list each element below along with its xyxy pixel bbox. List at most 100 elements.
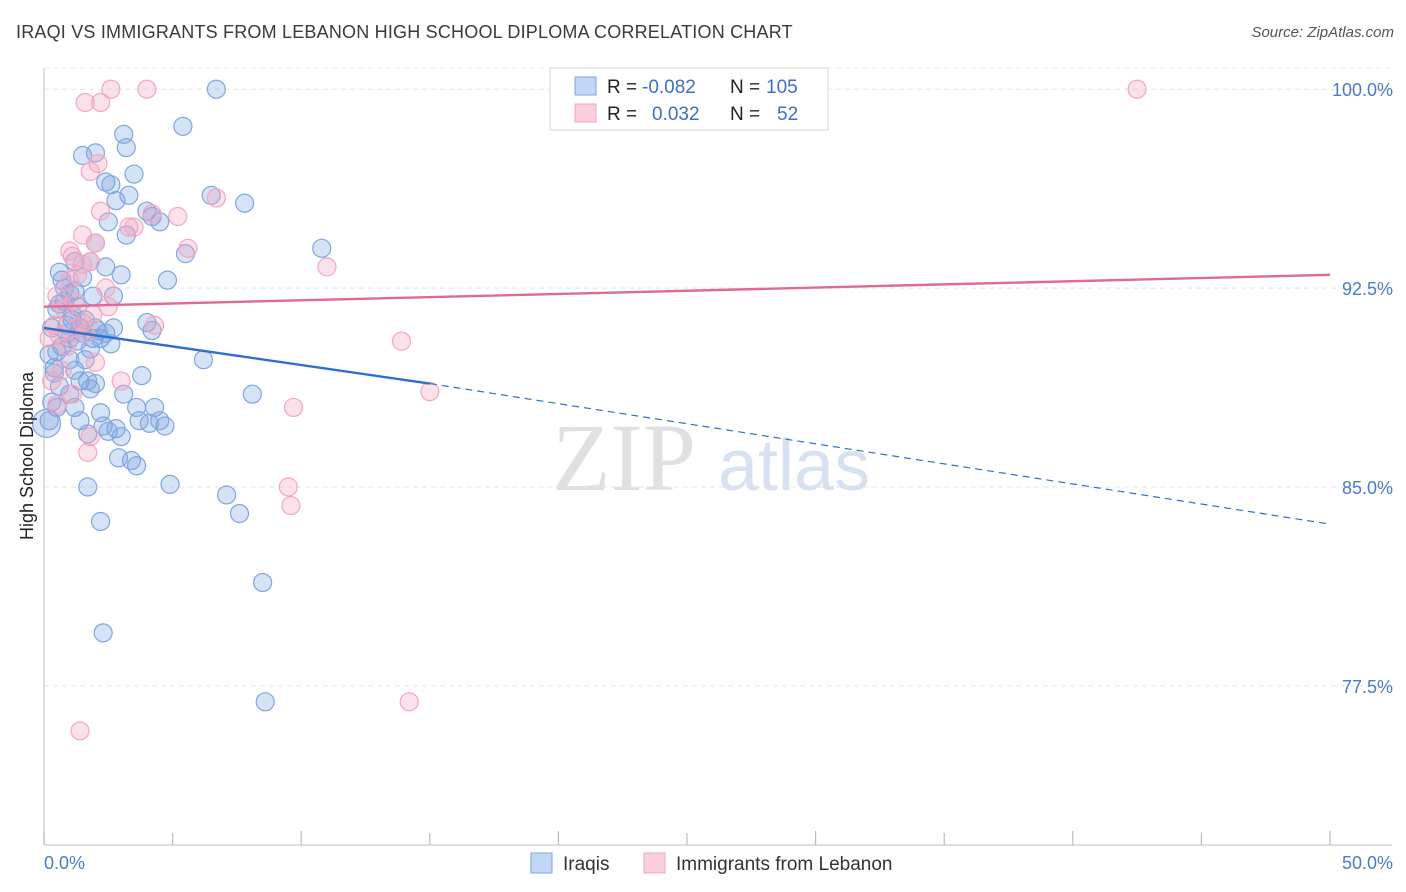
point-iraqis-31 — [111, 427, 131, 447]
x-tick-label-max: 50.0% — [1342, 853, 1393, 873]
point-lebanon-39 — [278, 477, 298, 497]
point-iraqis-73 — [201, 185, 221, 205]
point-lebanon-21 — [54, 299, 75, 319]
point-iraqis-33 — [121, 450, 142, 471]
y-tick-label-1: 85.0% — [1342, 478, 1393, 498]
point-iraqis-37 — [93, 623, 113, 643]
point-iraqis-78 — [217, 485, 237, 505]
point-lebanon-30 — [62, 384, 82, 404]
point-iraqis-63 — [132, 366, 152, 386]
point-lebanon-16 — [85, 233, 106, 253]
point-lebanon-36 — [391, 331, 412, 351]
point-lebanon-7 — [119, 217, 139, 237]
point-iraqis-104 — [31, 408, 62, 438]
point-lebanon-37 — [420, 381, 440, 402]
point-iraqis-54 — [101, 175, 121, 195]
point-iraqis-76 — [193, 350, 214, 370]
point-iraqis-49 — [124, 164, 144, 184]
point-iraqis-74 — [206, 79, 226, 99]
legend-n-label-lebanon: N = — [730, 104, 760, 125]
point-lebanon-9 — [142, 204, 162, 224]
point-lebanon-31 — [47, 395, 67, 415]
point-lebanon-29 — [111, 371, 131, 391]
point-lebanon-0 — [101, 79, 121, 99]
point-iraqis-47 — [119, 185, 139, 205]
point-iraqis-80 — [253, 572, 273, 593]
legend-swatch-lebanon — [574, 103, 597, 123]
series-lebanon-points — [39, 79, 1147, 741]
bottom-legend-swatch-iraqis — [530, 852, 553, 874]
point-lebanon-42 — [1127, 79, 1147, 99]
point-iraqis-56 — [137, 201, 157, 221]
point-lebanon-13 — [62, 246, 82, 266]
point-lebanon-15 — [80, 251, 100, 272]
point-iraqis-51 — [114, 124, 134, 144]
point-iraqis-71 — [160, 474, 180, 494]
legend-r-value-iraqis: -0.082 — [642, 77, 696, 98]
legend-r-value-lebanon: 0.032 — [652, 104, 700, 125]
point-lebanon-2 — [75, 92, 95, 113]
x-tick-label-min: 0.0% — [44, 853, 85, 873]
y-tick-label-2: 92.5% — [1342, 279, 1393, 299]
point-iraqis-45 — [98, 212, 118, 232]
point-iraqis-34 — [126, 456, 147, 476]
point-iraqis-69 — [139, 413, 160, 433]
point-iraqis-0 — [47, 299, 67, 319]
point-lebanon-4 — [80, 161, 100, 182]
point-iraqis-72 — [173, 116, 193, 136]
x-ticks — [43, 831, 1331, 845]
point-iraqis-42 — [96, 257, 116, 277]
trend-line-iraqis — [43, 326, 430, 385]
point-lebanon-12 — [60, 241, 80, 261]
point-lebanon-49 — [83, 305, 103, 325]
point-lebanon-3 — [90, 92, 111, 113]
point-lebanon-17 — [178, 238, 198, 258]
point-iraqis-18 — [78, 371, 98, 391]
stats-legend: R = -0.082 N = 105 R = 0.032 N = 52 — [549, 67, 829, 131]
legend-swatch-iraqis — [574, 76, 597, 96]
axes — [43, 68, 1392, 846]
point-iraqis-17 — [85, 373, 106, 394]
source-label: Source: ZipAtlas.com — [1251, 24, 1394, 41]
trend-lines — [43, 273, 1331, 525]
point-lebanon-6 — [90, 201, 111, 221]
point-lebanon-41 — [70, 721, 90, 741]
point-iraqis-59 — [157, 270, 178, 290]
point-iraqis-101 — [103, 318, 124, 338]
point-lebanon-46 — [96, 278, 116, 298]
point-iraqis-62 — [142, 320, 162, 341]
point-iraqis-96 — [90, 403, 111, 423]
point-lebanon-14 — [72, 254, 93, 274]
legend-r-label-lebanon: R = — [607, 104, 637, 125]
bottom-legend-swatch-lebanon — [643, 852, 666, 874]
legend-n-value-lebanon: 52 — [777, 104, 798, 125]
point-iraqis-83 — [111, 265, 131, 285]
watermark-atlas: atlas — [718, 426, 870, 506]
point-lebanon-40 — [399, 692, 419, 712]
point-lebanon-44 — [65, 291, 85, 311]
series-legend: Iraqis Immigrants from Lebanon — [530, 852, 893, 875]
point-iraqis-79 — [229, 503, 250, 524]
point-lebanon-32 — [80, 427, 100, 447]
legend-n-value-iraqis: 105 — [766, 77, 798, 98]
point-iraqis-35 — [78, 477, 98, 497]
point-lebanon-28 — [144, 315, 165, 335]
point-iraqis-28 — [98, 421, 118, 441]
point-lebanon-10 — [168, 206, 188, 227]
legend-n-label-iraqis: N = — [730, 77, 760, 98]
point-lebanon-51 — [39, 328, 59, 349]
point-iraqis-70 — [155, 416, 175, 436]
legend-r-label-iraqis: R = — [607, 77, 637, 98]
point-iraqis-36 — [90, 511, 111, 532]
point-iraqis-55 — [116, 225, 136, 245]
point-lebanon-1 — [137, 79, 157, 99]
point-iraqis-13 — [42, 392, 62, 412]
point-lebanon-27 — [98, 297, 118, 317]
y-axis-label: High School Diploma — [17, 371, 37, 540]
point-lebanon-26 — [85, 352, 106, 372]
gridlines — [44, 67, 1392, 687]
y-tick-labels: 77.5% 85.0% 92.5% 100.0% — [1332, 80, 1393, 697]
y-tick-label-3: 100.0% — [1332, 80, 1393, 100]
point-lebanon-33 — [78, 442, 98, 463]
